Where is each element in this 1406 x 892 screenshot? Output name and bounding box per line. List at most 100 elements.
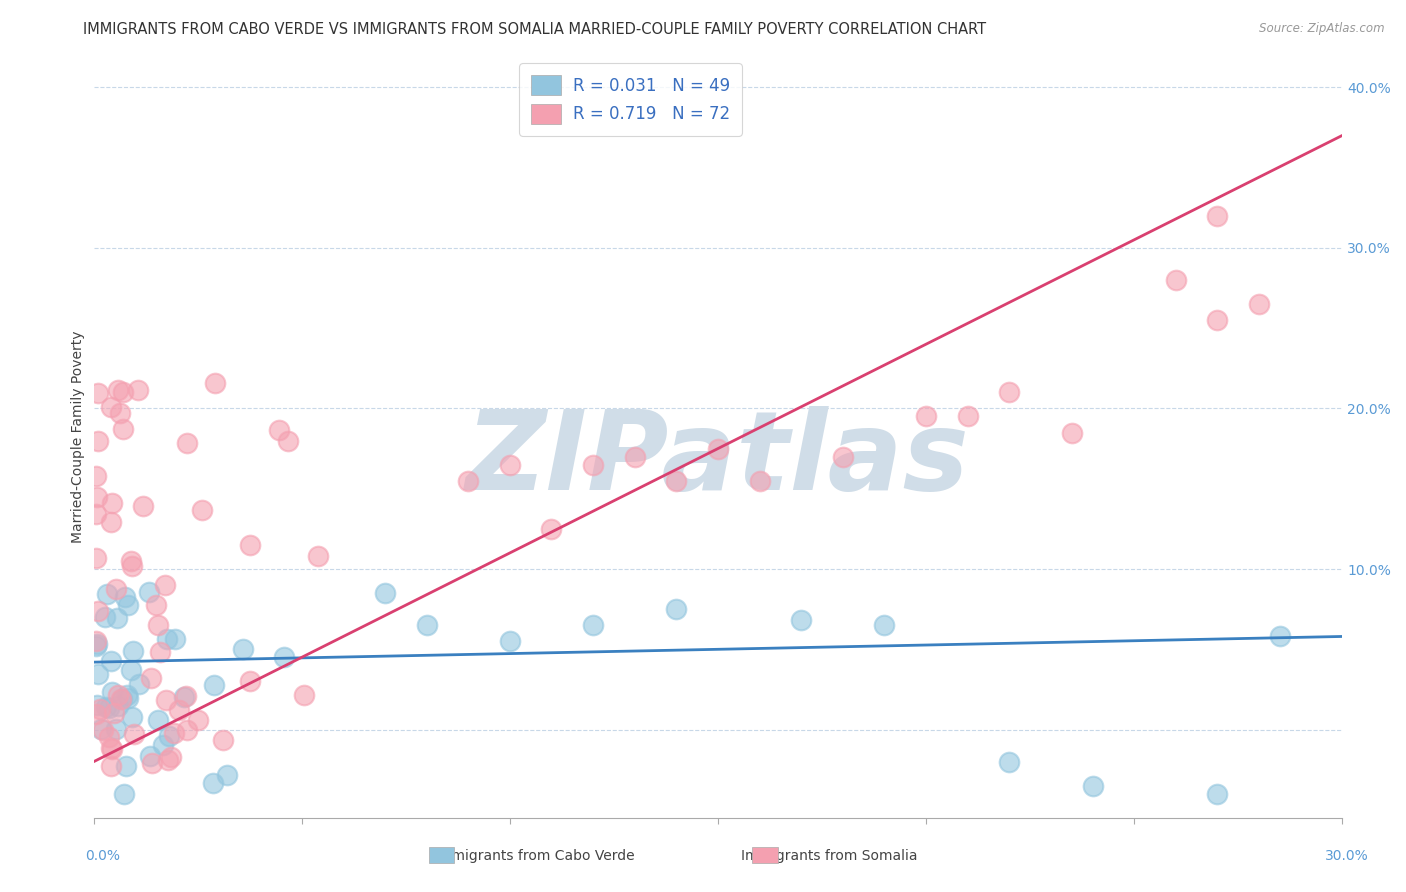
Point	[141, 671, 163, 685]
Point	[112, 384, 135, 399]
Point	[1060, 425, 1083, 440]
Point	[232, 641, 254, 656]
Point	[87, 434, 110, 448]
Point	[1206, 787, 1229, 801]
Point	[374, 586, 396, 600]
Point	[499, 634, 522, 648]
Point	[790, 614, 813, 628]
Point	[90, 723, 112, 737]
Point	[176, 723, 198, 738]
Point	[117, 598, 139, 612]
Point	[124, 727, 146, 741]
Point	[239, 674, 262, 689]
Point	[86, 667, 108, 681]
Text: 0.0%: 0.0%	[86, 849, 120, 863]
Point	[86, 637, 108, 651]
Point	[104, 582, 127, 596]
Point	[149, 645, 172, 659]
Point	[582, 458, 605, 472]
Point	[202, 678, 225, 692]
Point	[100, 758, 122, 772]
Point	[100, 741, 122, 756]
Point	[665, 602, 688, 616]
Point	[84, 707, 107, 722]
Point	[141, 756, 163, 771]
Text: Immigrants from Cabo Verde: Immigrants from Cabo Verde	[434, 849, 634, 863]
Point	[665, 474, 688, 488]
Point	[110, 405, 132, 419]
Point	[191, 503, 214, 517]
Point	[111, 421, 134, 435]
Point	[873, 618, 896, 632]
Point	[1247, 297, 1270, 311]
Point	[96, 587, 118, 601]
Point	[84, 639, 107, 653]
Point	[457, 474, 479, 488]
Point	[540, 522, 562, 536]
Point	[307, 549, 329, 564]
Point	[269, 423, 291, 437]
Point	[100, 516, 122, 530]
Point	[415, 618, 437, 632]
Point	[204, 376, 226, 390]
Text: 30.0%: 30.0%	[1324, 849, 1369, 863]
Point	[155, 693, 177, 707]
Point	[138, 585, 160, 599]
Point	[121, 709, 143, 723]
Point	[100, 401, 122, 415]
Point	[153, 578, 176, 592]
Point	[499, 458, 522, 472]
Point	[120, 663, 142, 677]
Point	[94, 700, 117, 714]
Point	[1268, 630, 1291, 644]
Point	[105, 611, 128, 625]
Point	[145, 598, 167, 612]
Point	[107, 698, 129, 713]
Point	[101, 742, 124, 756]
Legend: R = 0.031   N = 49, R = 0.719   N = 72: R = 0.031 N = 49, R = 0.719 N = 72	[519, 63, 741, 136]
Text: Immigrants from Somalia: Immigrants from Somalia	[741, 849, 918, 863]
Point	[107, 384, 129, 398]
Point	[156, 753, 179, 767]
Point	[174, 690, 197, 704]
Text: ZIPatlas: ZIPatlas	[465, 406, 970, 513]
Point	[998, 385, 1021, 400]
Point	[121, 558, 143, 573]
Point	[132, 499, 155, 513]
Point	[112, 787, 135, 801]
Point	[915, 409, 938, 424]
Point	[101, 685, 124, 699]
Point	[146, 713, 169, 727]
Point	[115, 759, 138, 773]
Point	[84, 551, 107, 566]
Y-axis label: Married-Couple Family Poverty: Married-Couple Family Poverty	[72, 330, 86, 543]
Point	[139, 749, 162, 764]
Point	[169, 703, 191, 717]
Point	[86, 490, 108, 504]
Point	[831, 450, 853, 464]
Point	[94, 609, 117, 624]
Point	[160, 750, 183, 764]
Point	[157, 729, 180, 743]
Point	[89, 702, 111, 716]
Point	[98, 700, 121, 714]
Point	[1164, 273, 1187, 287]
Point	[217, 767, 239, 781]
Point	[114, 590, 136, 604]
Point	[86, 698, 108, 712]
Point	[84, 469, 107, 483]
Point	[105, 723, 128, 737]
Point	[277, 434, 299, 449]
Point	[1206, 313, 1229, 327]
Point	[1206, 209, 1229, 223]
Point	[91, 723, 114, 737]
Point	[748, 474, 770, 488]
Point	[163, 632, 186, 647]
Point	[117, 691, 139, 706]
Point	[120, 554, 142, 568]
Text: Source: ZipAtlas.com: Source: ZipAtlas.com	[1260, 22, 1385, 36]
Point	[111, 692, 134, 706]
Point	[122, 644, 145, 658]
Point	[187, 714, 209, 728]
Point	[84, 508, 107, 522]
